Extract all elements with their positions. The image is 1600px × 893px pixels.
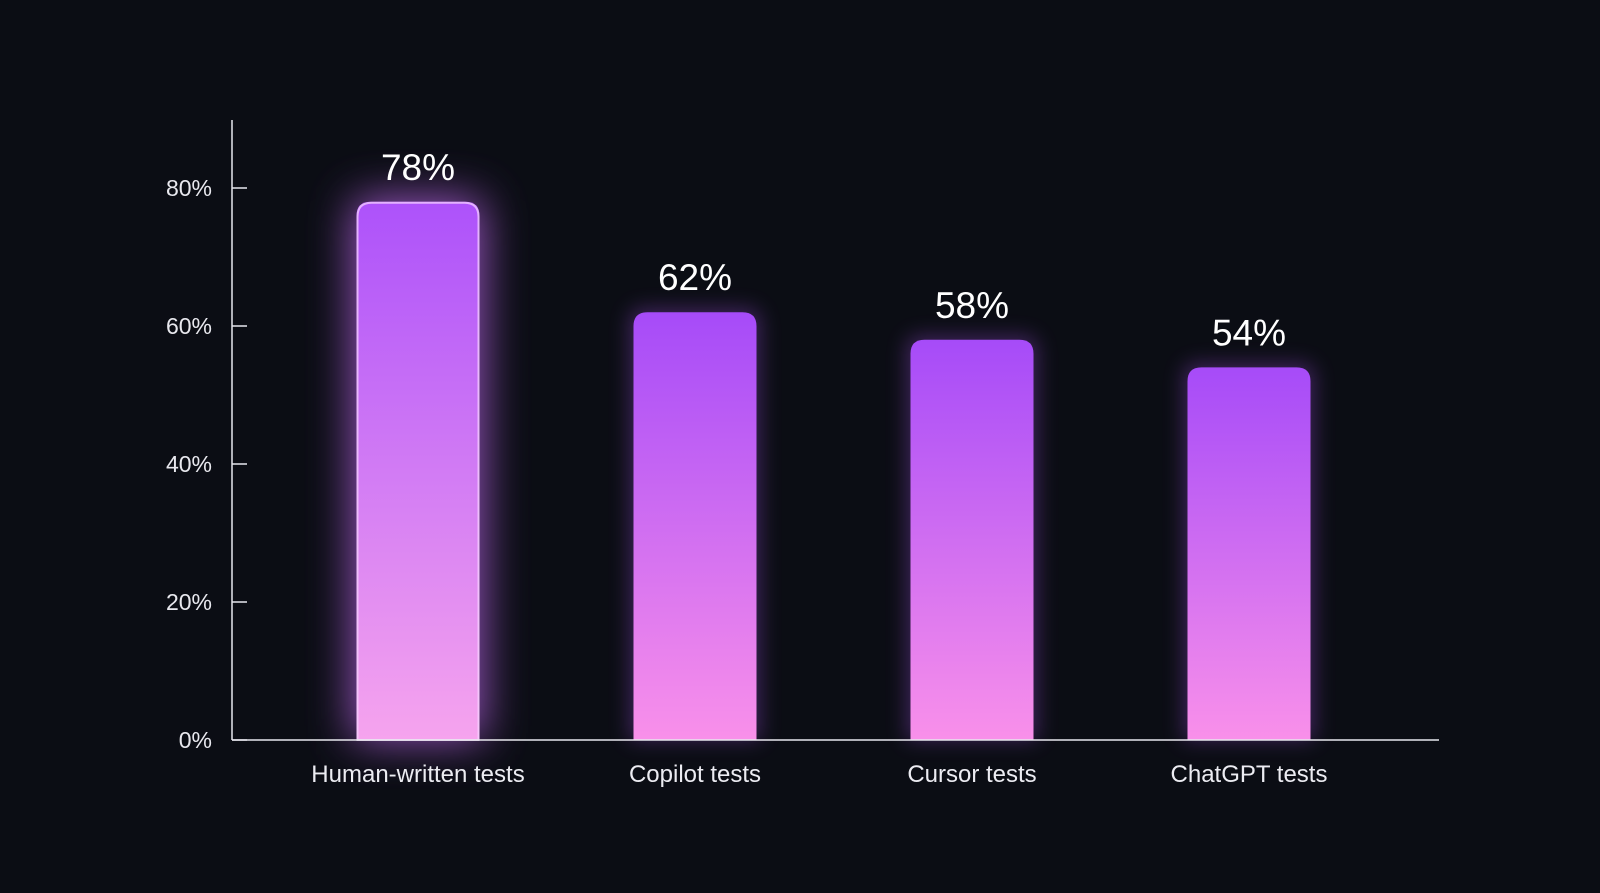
bar-1 [633,312,757,740]
bar-2 [910,339,1034,740]
data-label: 54% [1212,312,1286,353]
data-label: 78% [381,147,455,188]
bar-highlight-outline [356,201,480,741]
y-tick-label: 20% [166,589,212,615]
bar-3 [1187,367,1311,740]
y-tick-label: 0% [179,727,212,753]
data-label: 58% [935,285,1009,326]
data-label: 62% [658,257,732,298]
y-tick-label: 80% [166,175,212,201]
x-tick-label: Human-written tests [311,761,524,788]
y-tick-label: 60% [166,313,212,339]
x-tick-label: Cursor tests [907,761,1036,788]
y-tick-label: 40% [166,451,212,477]
x-tick-label: ChatGPT tests [1171,761,1328,788]
bar-0 [356,201,480,741]
x-tick-label: Copilot tests [629,761,761,788]
